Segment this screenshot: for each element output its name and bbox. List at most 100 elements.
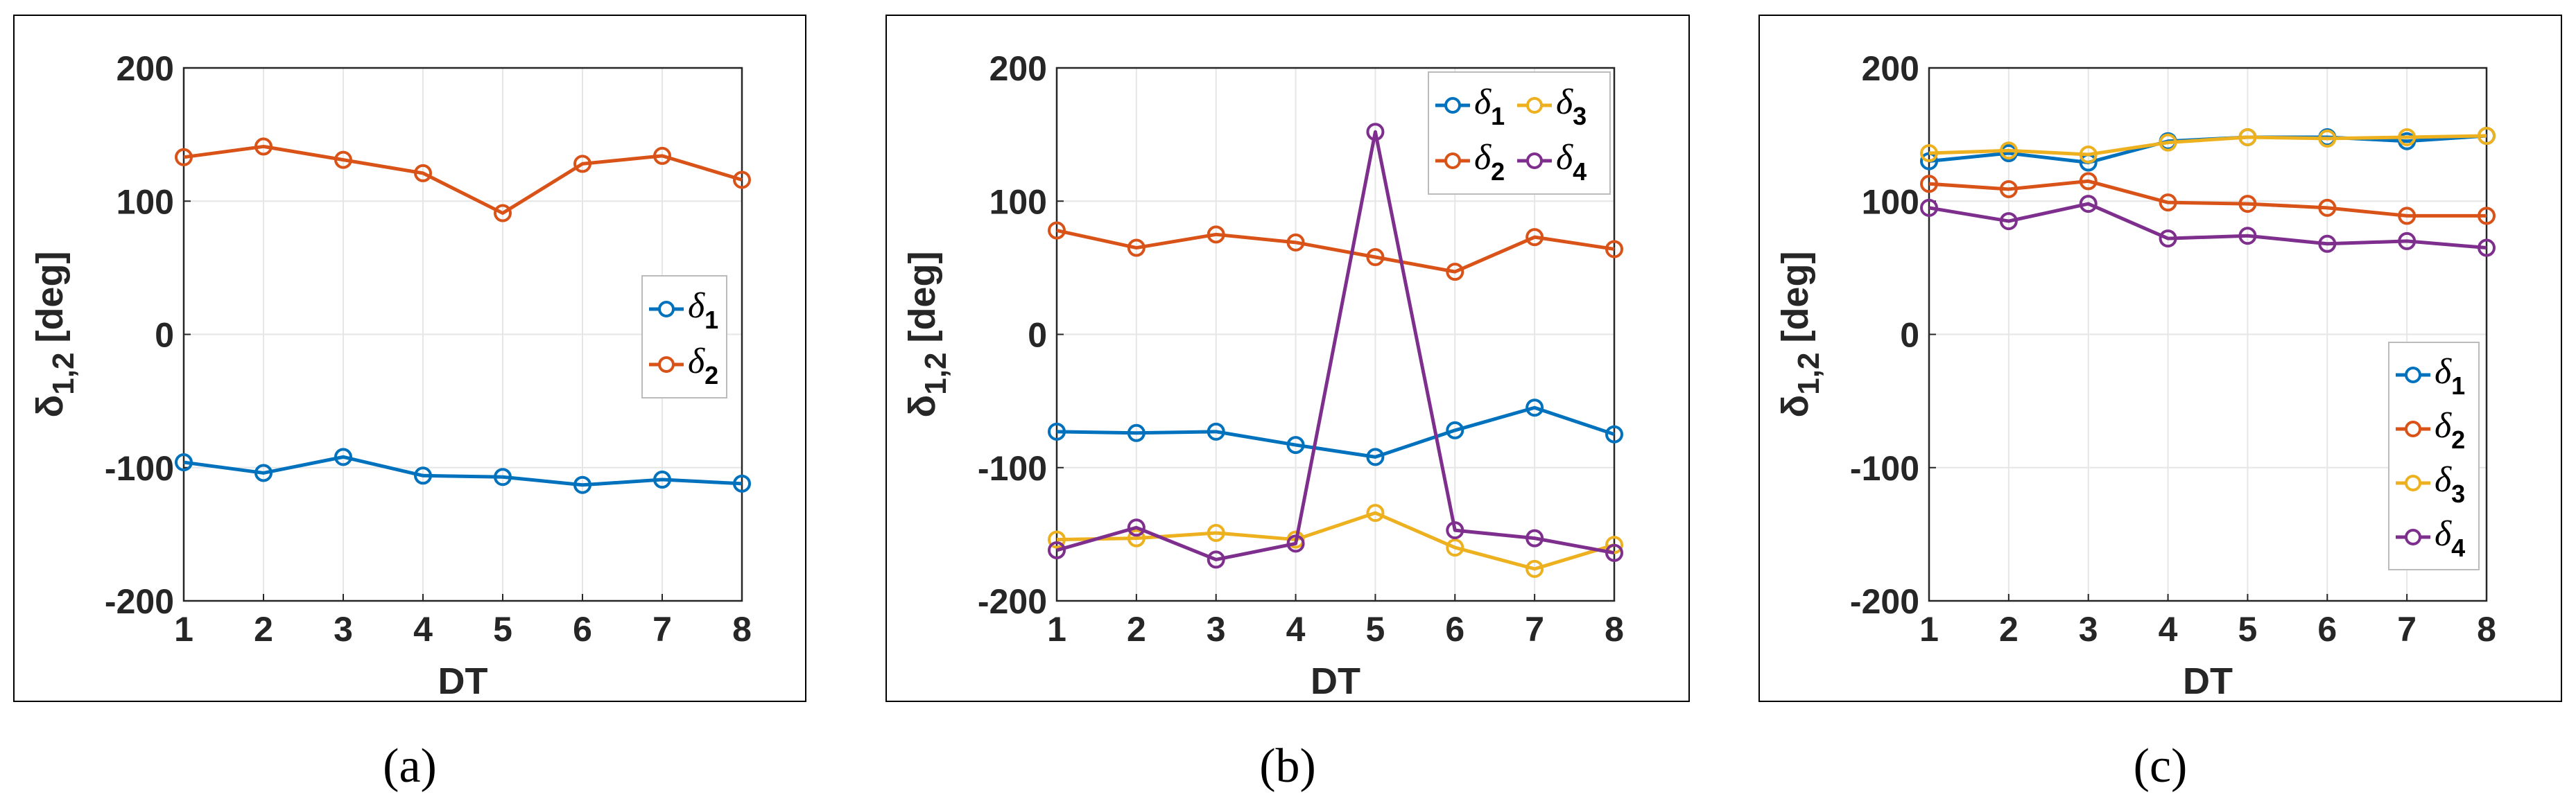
data-point-delta3 xyxy=(1999,141,2018,160)
series-line-delta3 xyxy=(1928,134,2487,157)
series-delta1 xyxy=(175,448,751,494)
legend-swatch-marker xyxy=(658,356,675,373)
x-tick-label: 6 xyxy=(1445,610,1464,649)
data-point-delta3 xyxy=(1207,523,1225,542)
legend-label: δ3 xyxy=(2435,460,2465,508)
data-point-delta1 xyxy=(254,464,273,482)
legend-label: δ2 xyxy=(2435,406,2465,454)
data-point-delta1 xyxy=(414,466,432,485)
y-label-unit: [deg] xyxy=(1774,252,1816,343)
legend-symbol: δ xyxy=(1556,138,1573,177)
series-line-delta1 xyxy=(183,455,743,487)
x-tick-label: 5 xyxy=(493,610,512,649)
x-tick-label: 4 xyxy=(2159,610,2178,649)
x-tick-label: 8 xyxy=(1605,610,1624,649)
data-point-delta4 xyxy=(1446,521,1464,540)
series-line-delta2 xyxy=(1928,179,2487,218)
x-tick-label: 2 xyxy=(254,610,273,649)
legend-symbol: δ xyxy=(688,342,705,381)
data-point-delta2 xyxy=(733,170,751,189)
data-point-delta2 xyxy=(2398,207,2417,225)
data-point-delta2 xyxy=(653,146,671,165)
x-tick-label: 4 xyxy=(1286,610,1306,649)
series-line-delta4 xyxy=(1056,130,1615,561)
data-point-delta4 xyxy=(1920,198,1938,217)
legend-symbol: δ xyxy=(2435,460,2452,500)
data-point-delta2 xyxy=(1366,247,1385,266)
data-point-delta2 xyxy=(1446,263,1464,281)
legend-item-delta1: δ1 xyxy=(649,286,718,334)
legend-item-delta2: δ2 xyxy=(2396,406,2465,454)
data-point-delta4 xyxy=(2398,231,2417,250)
data-point-delta2 xyxy=(2478,207,2496,225)
panel-c: 1 2 3 4 5 6 7 8-200-1000100200DTδ1,2[deg]δ1δ2δ3… xyxy=(1758,15,2562,793)
y-label-symbol: δ xyxy=(29,395,71,418)
series-delta2 xyxy=(175,137,751,222)
data-point-delta1 xyxy=(1127,423,1146,442)
data-point-delta3 xyxy=(1525,559,1544,578)
data-point-delta3 xyxy=(2159,133,2177,152)
y-tick-label: 0 xyxy=(1028,316,1047,355)
data-point-delta4 xyxy=(2318,234,2337,253)
legend-swatch-marker xyxy=(1444,97,1461,114)
data-point-delta1 xyxy=(1525,398,1544,417)
data-point-delta4 xyxy=(1525,529,1544,547)
data-point-delta4 xyxy=(2478,238,2496,257)
data-point-delta2 xyxy=(1605,240,1623,259)
data-point-delta4 xyxy=(1048,541,1066,559)
data-point-delta1 xyxy=(1446,421,1464,439)
data-point-delta1 xyxy=(1920,152,1938,170)
legend-subscript: 3 xyxy=(2451,480,2465,508)
y-tick-label: -100 xyxy=(978,449,1047,488)
legend-label: δ3 xyxy=(1556,82,1587,130)
data-point-delta3 xyxy=(1920,144,1938,163)
x-tick-label: 7 xyxy=(2397,610,2417,649)
y-label-subscript: 1,2 xyxy=(919,353,953,395)
data-point-delta2 xyxy=(254,137,273,156)
series-delta1 xyxy=(1048,398,1623,466)
data-point-delta1 xyxy=(175,453,193,472)
x-tick-label: 7 xyxy=(1525,610,1544,649)
y-tick-label: -100 xyxy=(1850,449,1919,488)
y-tick-label: 0 xyxy=(155,316,174,355)
data-point-delta3 xyxy=(2398,128,2417,146)
x-tick-label: 7 xyxy=(652,610,672,649)
data-point-delta2 xyxy=(1127,238,1146,257)
data-point-delta4 xyxy=(1286,534,1305,553)
data-point-delta1 xyxy=(1366,448,1385,466)
legend-swatch-marker xyxy=(1526,152,1543,169)
data-point-delta1 xyxy=(494,468,512,487)
legend-subscript: 1 xyxy=(704,306,718,334)
data-point-delta4 xyxy=(1999,212,2018,231)
x-tick-label: 2 xyxy=(1127,610,1146,649)
x-tick-label: 1 xyxy=(1919,610,1939,649)
data-point-delta2 xyxy=(1999,179,2018,198)
data-point-delta3 xyxy=(2478,127,2496,146)
legend-subscript: 2 xyxy=(704,361,718,389)
legend-label: δ2 xyxy=(1474,138,1505,186)
legend-item-delta3: δ3 xyxy=(1517,82,1587,130)
x-tick-label: 4 xyxy=(413,610,433,649)
legend-box xyxy=(2388,342,2480,570)
data-point-delta2 xyxy=(1048,221,1066,240)
legend-subscript: 1 xyxy=(2451,371,2465,400)
data-point-delta1 xyxy=(653,471,671,489)
data-point-delta4 xyxy=(1366,123,1385,141)
x-tick-label: 5 xyxy=(1366,610,1385,649)
legend-subscript: 3 xyxy=(1573,102,1587,130)
data-point-delta3 xyxy=(2318,129,2337,148)
y-tick-label: -200 xyxy=(105,582,174,621)
panel-label: (a) xyxy=(383,739,437,793)
legend-subscript: 4 xyxy=(2451,534,2465,562)
data-point-delta1 xyxy=(733,474,751,493)
y-axis-label: δ1,2 [deg] xyxy=(29,252,80,418)
y-label-symbol: δ xyxy=(901,395,943,418)
x-tick-label: 5 xyxy=(2238,610,2258,649)
legend-item-delta2: δ2 xyxy=(649,342,718,389)
data-point-delta1 xyxy=(334,448,352,466)
panel-b: 1 2 3 4 5 6 7 8-200-1000100200DTδ1,2[deg]δ1δ2δ3… xyxy=(885,15,1690,793)
data-point-delta2 xyxy=(334,150,352,169)
